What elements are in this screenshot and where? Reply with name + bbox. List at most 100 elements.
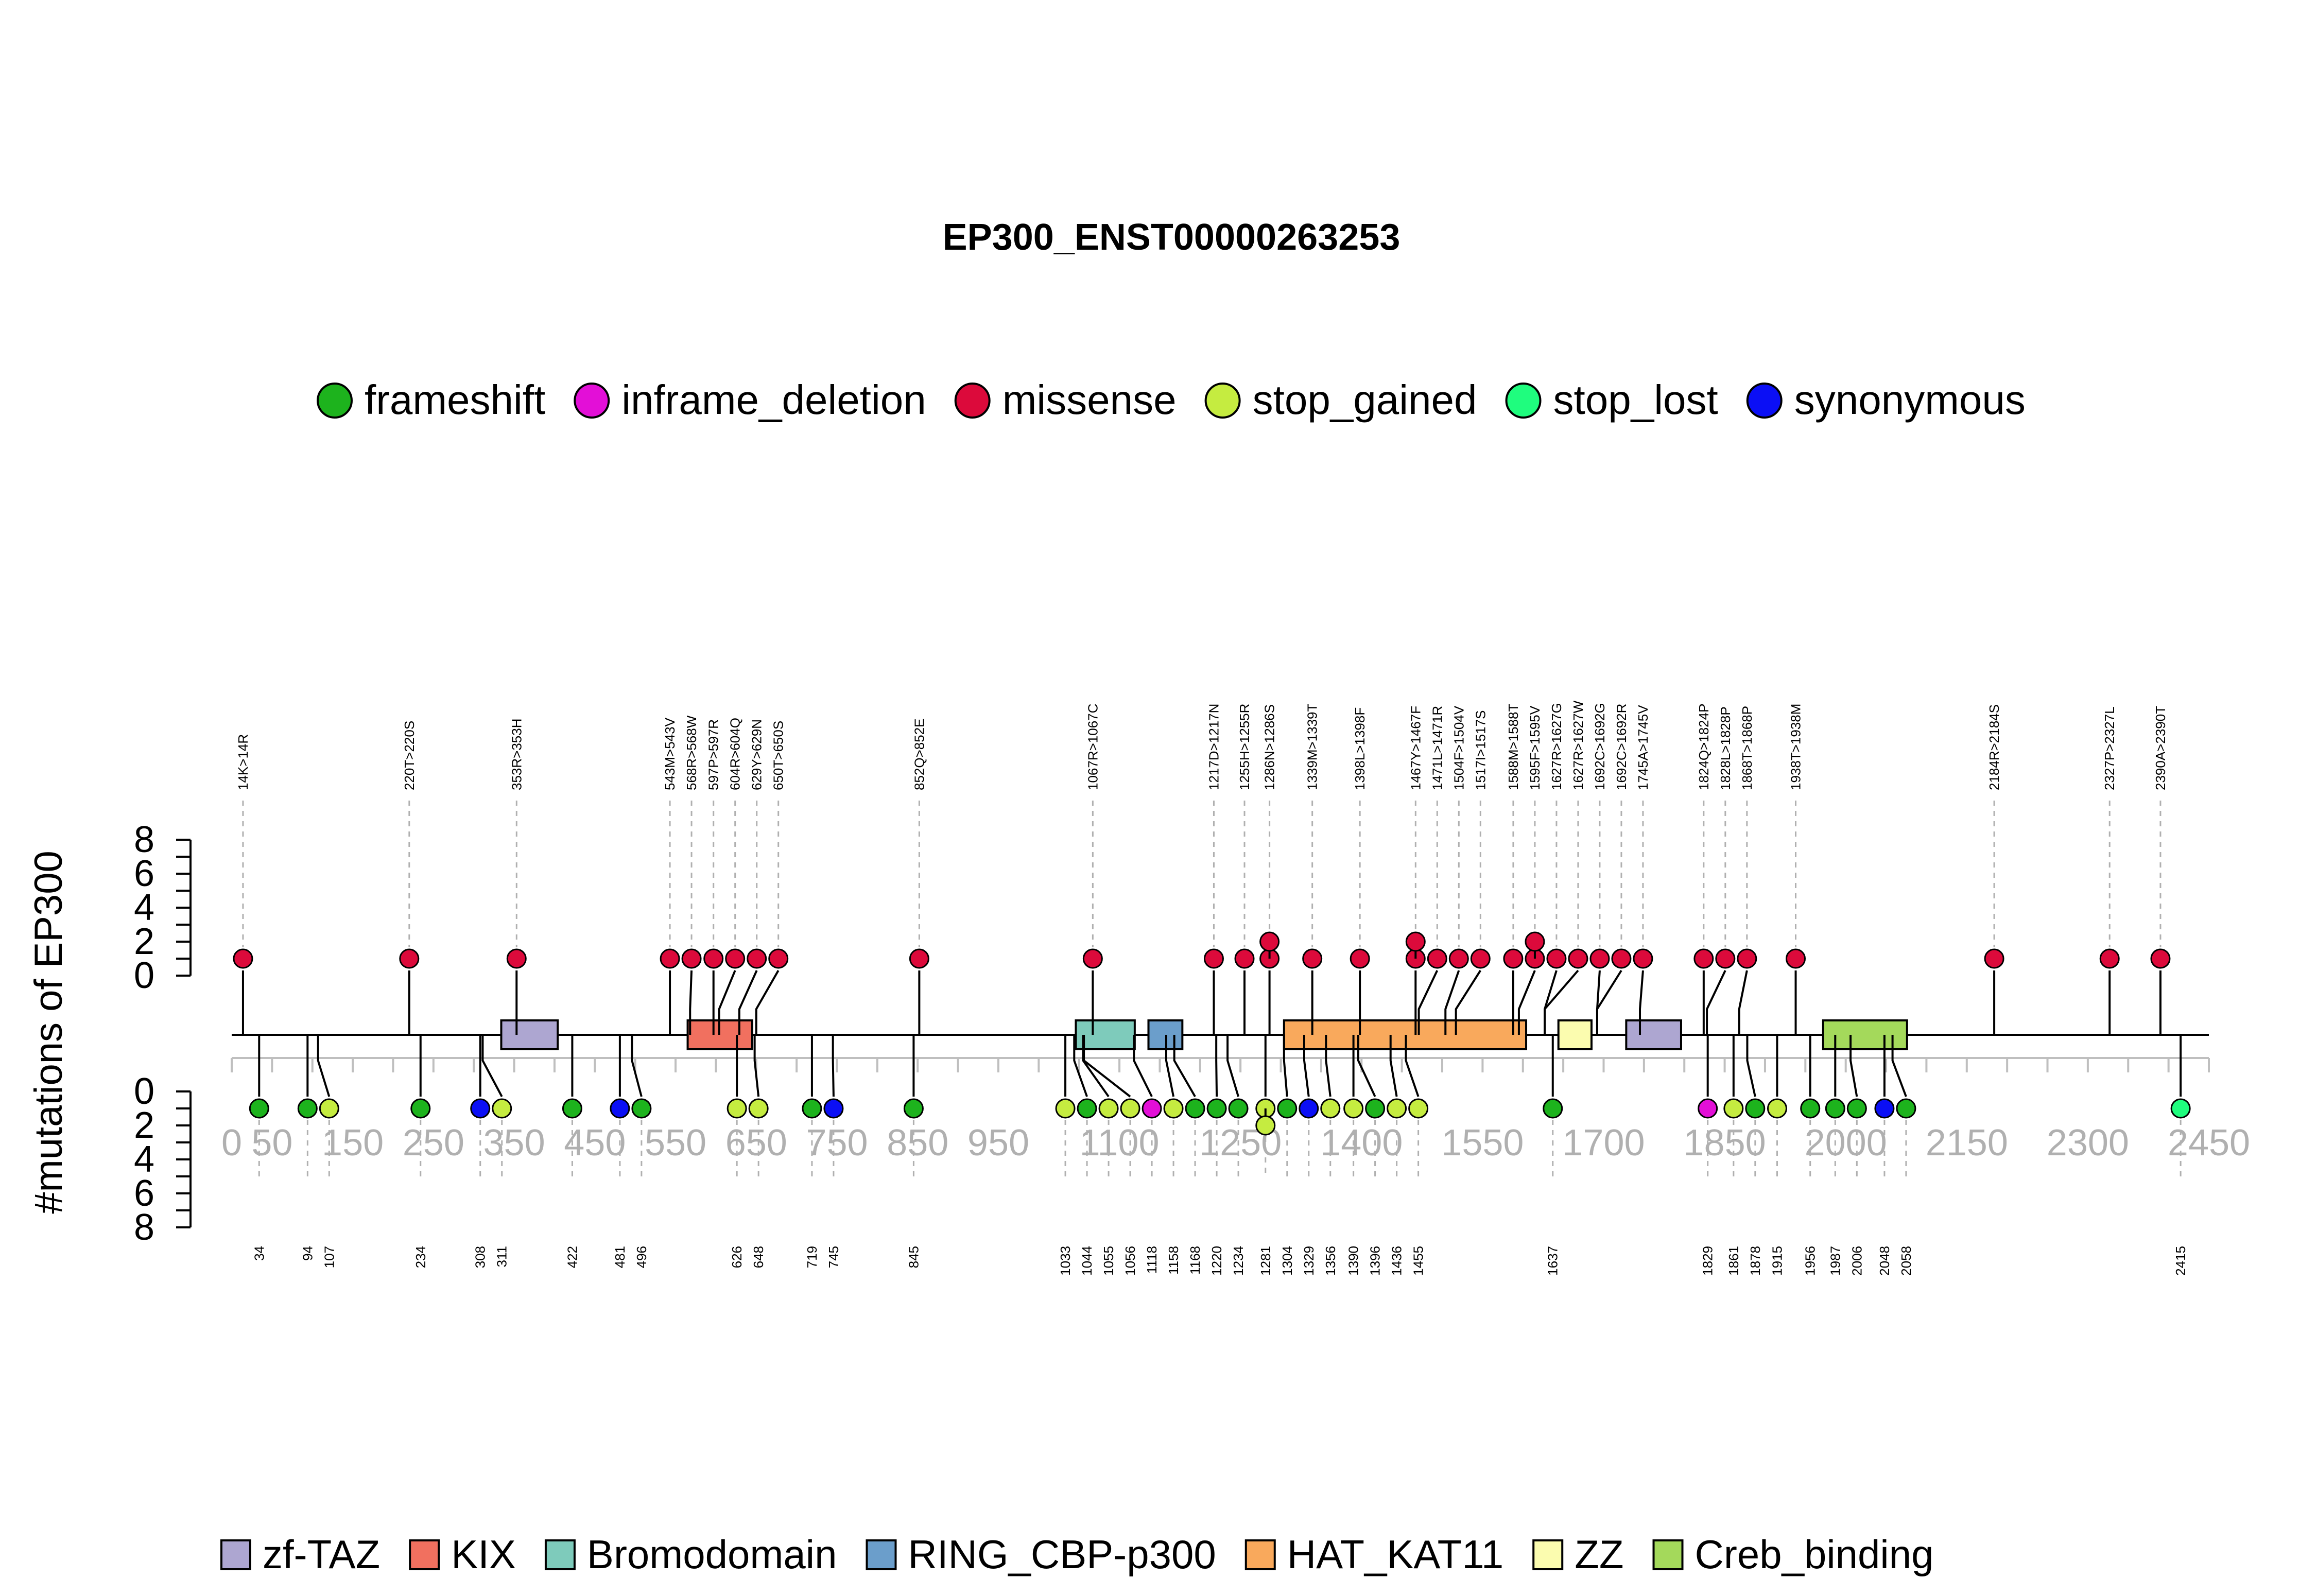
mutation-point-frameshift: [1896, 1098, 1916, 1119]
legend-label-stop_lost: stop_lost: [1553, 377, 1718, 423]
mutation-point-stop_gained: [1343, 1098, 1364, 1119]
mutation-label: 745: [826, 1246, 841, 1268]
mutation-label: 719: [804, 1246, 820, 1268]
legend-label-frameshift: frameshift: [365, 377, 545, 423]
mutation-label: 1286N>1286S: [1262, 704, 1277, 790]
mutation-label: 220T>220S: [402, 721, 417, 790]
mutation-point-missense: [660, 948, 680, 969]
mutation-point-missense: [1259, 931, 1280, 952]
legend-swatch-creb_binding: [1652, 1539, 1684, 1570]
mutation-label: 34: [251, 1246, 267, 1261]
mutation-label: 1595F>1595V: [1527, 705, 1543, 790]
mutation-point-missense: [703, 948, 724, 969]
mutation-label: 1861: [1726, 1246, 1741, 1276]
mutation-label: 1878: [1748, 1246, 1763, 1276]
mutation-label: 1220: [1209, 1246, 1224, 1276]
lollipop-stem: [718, 970, 736, 1035]
mutation-label: 1056: [1122, 1246, 1138, 1276]
legend-marker-stop_gained: [1204, 383, 1241, 419]
mutation-label: 496: [634, 1246, 649, 1268]
y-tick-label-upper: 8: [134, 819, 154, 860]
lollipop-stem: [1517, 970, 1536, 1035]
x-tick-label: 2000: [1805, 1122, 1887, 1164]
mutation-point-missense: [506, 948, 527, 969]
mutation-label: 1281: [1258, 1246, 1273, 1276]
x-tick-label: 1850: [1684, 1122, 1766, 1164]
mutation-label: 1255H>1255R: [1237, 704, 1252, 790]
mutation-point-frameshift: [903, 1098, 924, 1119]
mutation-point-stop_gained: [1098, 1098, 1119, 1119]
mutation-label: 1398L>1398F: [1352, 707, 1368, 790]
mutation-label: 1158: [1166, 1246, 1181, 1275]
legend-label-missense: missense: [1002, 377, 1177, 423]
domain-zz: [1557, 1019, 1593, 1050]
mutation-point-stop_gained: [1055, 1098, 1076, 1119]
mutation-label: 1033: [1058, 1246, 1073, 1276]
legend-swatch-hat_kat11: [1244, 1539, 1276, 1570]
mutation-label: 1471L>1471R: [1429, 706, 1445, 790]
domain-zf-taz: [1625, 1019, 1682, 1050]
lollipop-stem: [631, 1035, 643, 1097]
legend-label-synonymous: synonymous: [1794, 377, 2026, 423]
mutation-label: 422: [564, 1246, 580, 1268]
mutation-label: 1915: [1769, 1246, 1785, 1276]
lollipop-stem: [1596, 969, 1622, 1035]
lollipop-stem: [689, 970, 693, 1035]
y-tick-label-upper: 0: [134, 955, 154, 996]
x-tick-label: 50: [251, 1122, 292, 1164]
mutation-label: 2415: [2173, 1246, 2188, 1276]
mutation-point-missense: [2099, 948, 2120, 969]
mutation-label: 1627R>1627W: [1570, 700, 1586, 790]
mutation-label: 94: [300, 1246, 315, 1261]
mutation-point-stop_gained: [492, 1098, 512, 1119]
legend-marker-synonymous: [1746, 383, 1783, 419]
x-tick-label: 650: [725, 1122, 787, 1164]
mutation-point-stop_gained: [1120, 1098, 1140, 1119]
mutation-label: 1829: [1700, 1246, 1716, 1276]
x-tick-label: 350: [483, 1122, 545, 1164]
x-tick-label: 450: [564, 1122, 626, 1164]
mutation-point-stop_gained: [748, 1098, 769, 1119]
mutation-point-frameshift: [1745, 1098, 1766, 1119]
mutation-point-stop_lost: [2170, 1098, 2191, 1119]
mutation-label: 2390A>2390T: [2153, 706, 2168, 790]
legend-label-zz: ZZ: [1575, 1532, 1623, 1577]
mutation-label: 107: [321, 1246, 337, 1268]
mutation-point-missense: [1525, 931, 1545, 952]
x-tick-label: 1400: [1320, 1122, 1403, 1164]
lollipop-stem: [753, 1035, 760, 1097]
y-tick-label-lower: 8: [134, 1207, 154, 1248]
legend-label-creb_binding: Creb_binding: [1695, 1532, 1934, 1577]
mutation-label: 543M>543V: [662, 717, 678, 790]
legend-marker-frameshift: [317, 383, 353, 419]
mutation-point-synonymous: [610, 1098, 630, 1119]
mutation-point-frameshift: [1077, 1098, 1097, 1119]
x-tick-label: 2150: [1926, 1122, 2008, 1164]
mutation-point-missense: [1984, 948, 2004, 969]
mutation-point-stop_gained: [319, 1098, 339, 1119]
mutation-point-frameshift: [1825, 1098, 1845, 1119]
chart-title: EP300_ENST00000263253: [943, 217, 1400, 258]
mutation-point-missense: [1082, 948, 1103, 969]
mutation-label: 1390: [1346, 1246, 1361, 1276]
mutation-point-missense: [1786, 948, 1806, 969]
mutation-label: 1692C>1692G: [1592, 703, 1607, 790]
lollipop-stem: [1083, 1035, 1131, 1098]
mutation-label: 650T>650S: [771, 721, 786, 790]
mutation-label: 234: [413, 1246, 428, 1268]
mutation-label: 2058: [1898, 1246, 1914, 1276]
x-tick-label: 550: [645, 1122, 706, 1164]
mutation-point-missense: [1546, 948, 1567, 969]
mutation-point-stop_gained: [1767, 1098, 1787, 1119]
mutation-point-stop_gained: [1408, 1098, 1429, 1119]
lollipop-stem: [1738, 970, 1748, 1035]
lollipop-stem: [1283, 1035, 1288, 1097]
lollipop-stem: [832, 1035, 835, 1097]
mutation-point-frameshift: [297, 1098, 318, 1119]
lollipop-stem: [1325, 1035, 1332, 1097]
x-tick-label: 2300: [2047, 1122, 2129, 1164]
mutation-label: 311: [494, 1246, 510, 1267]
mutation-point-stop_gained: [1723, 1098, 1744, 1119]
mutation-label: 1304: [1279, 1246, 1295, 1276]
